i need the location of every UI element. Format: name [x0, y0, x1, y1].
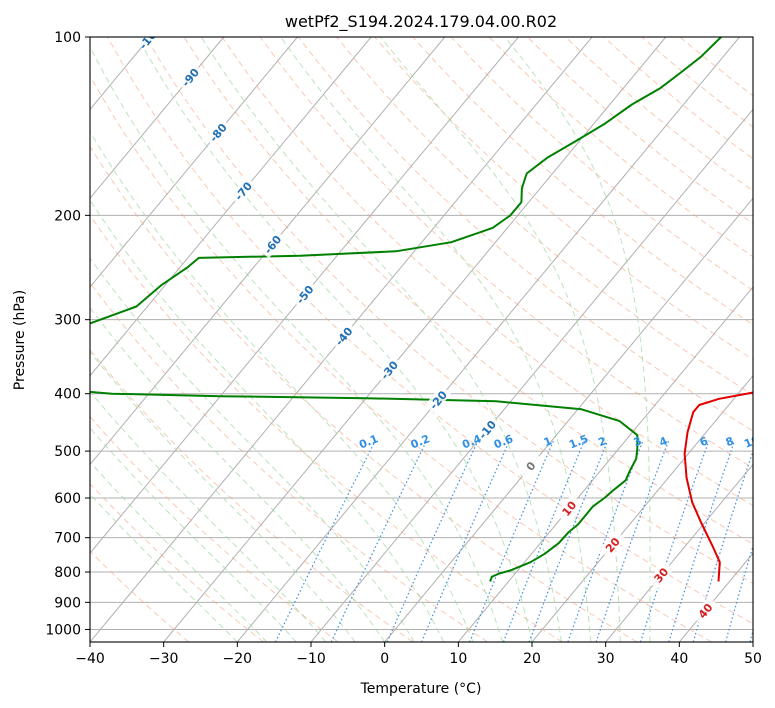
isotherm-label-background [517, 451, 544, 480]
sounding-profiles [90, 37, 753, 582]
mixing-ratio-label: 1 [542, 434, 554, 449]
moist-adiabat-line [504, 37, 651, 642]
x-axis-label: Temperature (°C) [360, 681, 482, 697]
dry-adiabat-line [90, 348, 414, 642]
moist-adiabat-line [90, 130, 474, 642]
x-tick-label: 40 [670, 651, 688, 667]
moist-adiabat-line [90, 199, 445, 642]
mixing-ratio-line [421, 440, 511, 642]
isotherm-label-background [291, 280, 318, 309]
isotherm-label-background [691, 596, 719, 625]
x-tick-label: 30 [597, 651, 615, 667]
isotherm-line [90, 37, 446, 466]
sounding-series-line [683, 391, 753, 582]
mixing-ratio-line [274, 440, 376, 642]
moist-adiabat-line [200, 37, 562, 642]
plot-frame [89, 36, 754, 643]
mixing-ratio-line [595, 440, 670, 642]
mixing-ratio-line [386, 440, 479, 642]
isotherm-label-background [647, 560, 675, 590]
moist-adiabat-line [380, 37, 621, 642]
isotherm-label-background [258, 230, 286, 259]
y-tick-label: 100 [54, 30, 81, 46]
isotherm-line [90, 37, 519, 554]
y-tick-label: 600 [54, 491, 81, 507]
isotherm-label-background [204, 118, 232, 147]
isotherm-label-background [555, 494, 583, 523]
dry-adiabat-line [412, 37, 753, 326]
mixing-ratio-line [668, 440, 736, 642]
mixing-ratio-label: 2 [596, 434, 608, 449]
mixing-ratio-label: 8 [724, 434, 736, 449]
dry-adiabat-line [90, 74, 712, 642]
isotherm-label-background [330, 321, 357, 351]
mixing-ratio-label: 3 [632, 434, 644, 449]
mixing-ratio-line [567, 440, 644, 642]
moist-adiabat-line [90, 427, 297, 642]
isotherm-line [90, 37, 372, 377]
x-tick-label: 20 [523, 651, 541, 667]
dry-adiabat-line [90, 145, 638, 642]
y-tick-label: 300 [54, 313, 81, 329]
x-tick-label: 0 [380, 651, 389, 667]
y-tick-label: 500 [54, 444, 81, 460]
x-tick-label: −30 [149, 651, 179, 667]
isotherm-label-background [136, 37, 164, 51]
y-tick-label: 800 [54, 565, 81, 581]
isotherm-line [384, 197, 753, 642]
moist-adiabat-line [137, 37, 533, 642]
y-tick-label: 400 [54, 387, 81, 403]
isotherm-line [236, 37, 740, 642]
moist-adiabat-line [90, 461, 268, 642]
dry-adiabat-line [90, 482, 264, 642]
dry-adiabat-line [90, 281, 488, 642]
sounding-series-line [90, 37, 722, 582]
isotherm-line [90, 37, 225, 200]
isotherm-label-background [176, 62, 204, 92]
y-tick-label: 1000 [45, 622, 81, 638]
isotherm-line [457, 286, 753, 642]
x-tick-label: −40 [75, 651, 105, 667]
isotherm-label-background [598, 530, 626, 559]
y-axis-label: Pressure (hPa) [12, 290, 28, 390]
moist-adiabat-line [90, 45, 503, 642]
isotherm-label-background [473, 415, 501, 444]
x-tick-label: 50 [744, 651, 762, 667]
moist-adiabat-line [90, 351, 356, 642]
mixing-ratio-line [725, 544, 753, 642]
mixing-ratio-label: 10 [742, 433, 761, 451]
axes: −40 −30 −20 −10 0 10 20 30 40 50 100 200 300 400 500 60… [45, 30, 762, 667]
dry-adiabat-line [336, 37, 753, 396]
moist-adiabat-line [90, 390, 327, 642]
isotherm-label-background [424, 385, 452, 414]
x-tick-label: −10 [296, 651, 326, 667]
isotherm-label-background [229, 176, 257, 205]
y-tick-label: 700 [54, 531, 81, 547]
chart-title: wetPf2_S194.2024.179.04.00.R02 [285, 12, 557, 32]
y-tick-label: 900 [54, 595, 81, 611]
isotherm-line [605, 463, 753, 642]
moist-adiabat-line [280, 37, 592, 642]
x-tick-label: −20 [223, 651, 253, 667]
dry-adiabat-line [90, 550, 190, 642]
isotherm-label-background [375, 355, 403, 384]
x-tick-label: 10 [449, 651, 467, 667]
dry-adiabat-line [374, 37, 753, 361]
moist-adiabat-line [90, 493, 238, 642]
y-tick-label: 200 [54, 208, 81, 224]
